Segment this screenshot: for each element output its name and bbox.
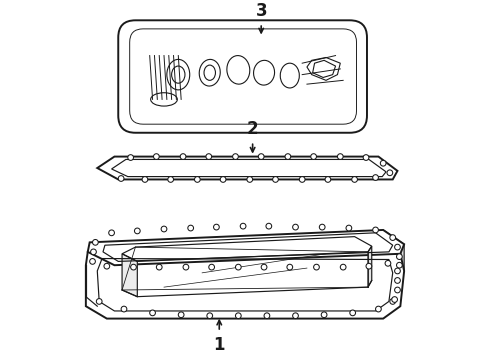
Circle shape bbox=[118, 176, 124, 181]
Polygon shape bbox=[368, 246, 372, 287]
Circle shape bbox=[261, 264, 267, 270]
Circle shape bbox=[390, 298, 395, 304]
Circle shape bbox=[233, 154, 238, 159]
Circle shape bbox=[207, 313, 213, 319]
Circle shape bbox=[390, 235, 395, 240]
Circle shape bbox=[104, 263, 110, 269]
Circle shape bbox=[321, 312, 327, 318]
Circle shape bbox=[299, 177, 305, 182]
Circle shape bbox=[153, 154, 159, 159]
Circle shape bbox=[350, 310, 356, 316]
Circle shape bbox=[363, 155, 369, 161]
Circle shape bbox=[293, 313, 298, 319]
Circle shape bbox=[264, 313, 270, 319]
Circle shape bbox=[373, 175, 378, 180]
Circle shape bbox=[396, 262, 402, 268]
Circle shape bbox=[311, 154, 317, 159]
Polygon shape bbox=[88, 230, 404, 265]
Circle shape bbox=[150, 310, 155, 316]
Polygon shape bbox=[98, 157, 397, 179]
Circle shape bbox=[373, 227, 378, 233]
Circle shape bbox=[90, 258, 96, 264]
Circle shape bbox=[392, 297, 397, 302]
Circle shape bbox=[156, 264, 162, 270]
Circle shape bbox=[134, 228, 140, 234]
Circle shape bbox=[180, 154, 186, 159]
Circle shape bbox=[352, 177, 357, 182]
Circle shape bbox=[394, 244, 400, 250]
Circle shape bbox=[97, 298, 102, 304]
Circle shape bbox=[319, 224, 325, 230]
Circle shape bbox=[161, 226, 167, 232]
Text: 2: 2 bbox=[247, 120, 258, 138]
Circle shape bbox=[287, 264, 293, 270]
Circle shape bbox=[206, 154, 212, 159]
Circle shape bbox=[93, 239, 98, 245]
Circle shape bbox=[387, 170, 392, 176]
Circle shape bbox=[236, 313, 241, 319]
Circle shape bbox=[325, 177, 331, 182]
Circle shape bbox=[121, 306, 127, 312]
Circle shape bbox=[91, 249, 97, 255]
Text: 3: 3 bbox=[255, 2, 267, 20]
Circle shape bbox=[394, 268, 400, 274]
Circle shape bbox=[285, 154, 291, 159]
Circle shape bbox=[183, 264, 189, 270]
Circle shape bbox=[394, 278, 400, 283]
Circle shape bbox=[131, 264, 136, 270]
Circle shape bbox=[258, 154, 264, 159]
Polygon shape bbox=[383, 230, 404, 271]
Circle shape bbox=[396, 254, 402, 260]
Circle shape bbox=[266, 223, 271, 229]
Circle shape bbox=[247, 177, 253, 182]
Circle shape bbox=[109, 230, 115, 236]
Circle shape bbox=[314, 264, 319, 270]
Circle shape bbox=[394, 287, 400, 293]
Circle shape bbox=[220, 177, 226, 182]
Circle shape bbox=[338, 154, 343, 159]
Polygon shape bbox=[86, 252, 404, 319]
Circle shape bbox=[366, 263, 372, 269]
Circle shape bbox=[346, 225, 352, 231]
Circle shape bbox=[128, 155, 133, 161]
Circle shape bbox=[195, 177, 200, 182]
Circle shape bbox=[142, 177, 148, 182]
Text: 1: 1 bbox=[214, 336, 225, 354]
Circle shape bbox=[293, 224, 298, 230]
FancyBboxPatch shape bbox=[118, 20, 367, 133]
Polygon shape bbox=[122, 254, 137, 297]
Circle shape bbox=[380, 161, 386, 166]
Circle shape bbox=[168, 177, 173, 182]
Circle shape bbox=[236, 264, 241, 270]
Circle shape bbox=[214, 224, 219, 230]
Circle shape bbox=[340, 264, 346, 270]
Circle shape bbox=[240, 223, 246, 229]
Circle shape bbox=[209, 264, 215, 270]
Circle shape bbox=[375, 306, 381, 312]
Circle shape bbox=[178, 312, 184, 318]
Circle shape bbox=[385, 260, 391, 266]
Circle shape bbox=[272, 177, 278, 182]
Circle shape bbox=[188, 225, 194, 231]
